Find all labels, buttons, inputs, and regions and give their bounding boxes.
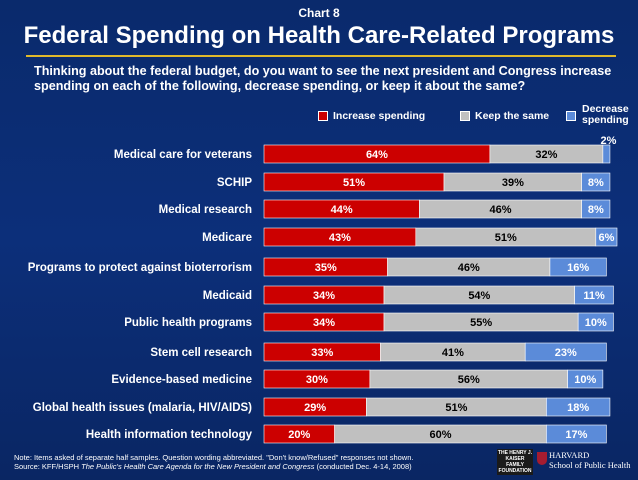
data-label-increase: 35% bbox=[315, 262, 337, 274]
data-label-same: 51% bbox=[495, 232, 517, 244]
bar-decrease bbox=[574, 285, 614, 305]
chart-label: Chart 8 bbox=[298, 6, 340, 20]
legend-label-decrease: Decrease spending bbox=[582, 104, 629, 126]
data-label-decrease: 11% bbox=[583, 290, 605, 302]
source-suffix: (conducted Dec. 4-14, 2008) bbox=[314, 462, 412, 471]
data-label-decrease: 6% bbox=[598, 232, 614, 244]
bar-decrease bbox=[546, 397, 611, 417]
category-label: Public health programs bbox=[124, 317, 252, 329]
category-label: SCHIP bbox=[217, 177, 252, 189]
data-label-increase: 20% bbox=[288, 429, 310, 441]
data-label-increase: 33% bbox=[311, 347, 333, 359]
data-label-decrease: 17% bbox=[565, 429, 587, 441]
data-label-same: 56% bbox=[458, 374, 480, 386]
data-label-decrease: 23% bbox=[555, 347, 577, 359]
chart-title: Federal Spending on Health Care-Related … bbox=[23, 22, 615, 49]
data-label-increase: 43% bbox=[329, 232, 351, 244]
data-label-increase: 30% bbox=[306, 374, 328, 386]
data-label-same: 55% bbox=[470, 317, 492, 329]
data-label-decrease: 10% bbox=[574, 374, 596, 386]
bar-decrease bbox=[577, 312, 614, 332]
title-underline bbox=[26, 55, 616, 57]
data-label-same: 46% bbox=[489, 204, 511, 216]
bar-decrease bbox=[595, 227, 618, 247]
bar-decrease bbox=[546, 424, 607, 444]
category-label: Medical research bbox=[159, 204, 252, 216]
category-label: Medicare bbox=[202, 232, 252, 244]
data-label-same: 41% bbox=[442, 347, 464, 359]
harvard-logo-line1: HARVARD bbox=[549, 450, 590, 460]
legend-swatch-decrease bbox=[566, 111, 576, 121]
category-label: Programs to protect against bioterrorism bbox=[28, 262, 252, 274]
bar-decrease bbox=[581, 199, 611, 219]
data-label-decrease: 10% bbox=[585, 317, 607, 329]
data-label-increase: 64% bbox=[366, 149, 388, 161]
legend-swatch-increase bbox=[318, 111, 328, 121]
legend-label-increase: Increase spending bbox=[333, 110, 426, 122]
survey-question: Thinking about the federal budget, do yo… bbox=[34, 64, 612, 93]
data-label-increase: 29% bbox=[304, 402, 326, 414]
data-label-increase: 44% bbox=[331, 204, 353, 216]
footnote: Note: Items asked of separate half sampl… bbox=[14, 453, 413, 471]
data-label-same: 46% bbox=[458, 262, 480, 274]
harvard-logo: HARVARD School of Public Health bbox=[549, 450, 630, 470]
legend-label-same: Keep the same bbox=[475, 110, 550, 122]
note-line: Note: Items asked of separate half sampl… bbox=[14, 453, 414, 462]
data-label-same: 60% bbox=[429, 429, 451, 441]
source-prefix: Source: KFF/HSPH bbox=[14, 462, 82, 471]
data-label-same: 39% bbox=[502, 177, 524, 189]
data-label-increase: 51% bbox=[343, 177, 365, 189]
data-label-increase: 34% bbox=[313, 290, 335, 302]
data-label-same: 54% bbox=[468, 290, 490, 302]
source-title: The Public's Health Care Agenda for the … bbox=[81, 462, 315, 471]
category-label: Evidence-based medicine bbox=[111, 374, 252, 386]
category-label: Medicaid bbox=[203, 290, 252, 302]
data-label-decrease: 8% bbox=[588, 177, 604, 189]
category-label: Health information technology bbox=[86, 429, 253, 441]
legend-decrease-line2: spending bbox=[582, 114, 629, 126]
bar-decrease bbox=[524, 342, 607, 362]
bar-decrease bbox=[581, 172, 611, 192]
data-label-decrease: 16% bbox=[567, 262, 589, 274]
bar-decrease bbox=[602, 144, 611, 164]
data-label-same: 32% bbox=[535, 149, 557, 161]
harvard-shield-icon bbox=[537, 452, 547, 465]
data-label-decrease: 8% bbox=[588, 204, 604, 216]
legend-swatch-same bbox=[460, 111, 470, 121]
bar-decrease bbox=[549, 257, 607, 277]
data-label-decrease: 2% bbox=[600, 135, 616, 147]
data-label-increase: 34% bbox=[313, 317, 335, 329]
category-label: Stem cell research bbox=[150, 347, 252, 359]
harvard-logo-line2: School of Public Health bbox=[549, 460, 631, 470]
legend-decrease-line1: Decrease bbox=[582, 103, 629, 115]
kff-logo: THE HENRY J. KAISER FAMILY FOUNDATION bbox=[497, 449, 533, 475]
data-label-decrease: 18% bbox=[567, 402, 589, 414]
category-label: Medical care for veterans bbox=[114, 149, 252, 161]
source-line: Source: KFF/HSPH The Public's Health Car… bbox=[14, 462, 413, 471]
data-label-same: 51% bbox=[445, 402, 467, 414]
bar-decrease bbox=[567, 369, 604, 389]
category-label: Global health issues (malaria, HIV/AIDS) bbox=[33, 402, 252, 414]
